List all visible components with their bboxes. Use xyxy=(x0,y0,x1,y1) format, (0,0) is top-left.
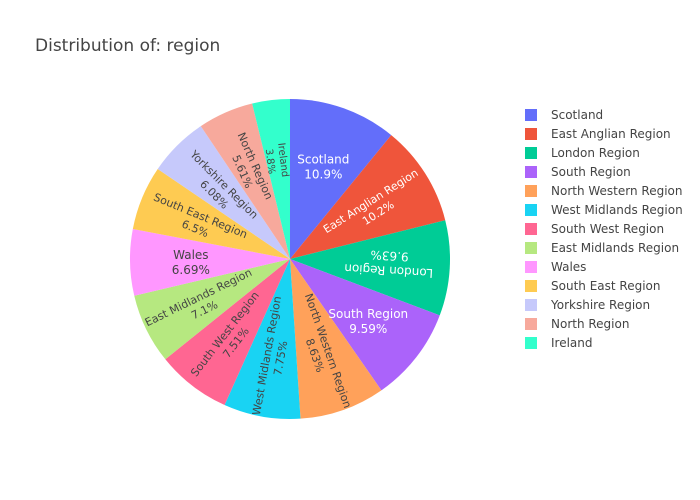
legend: Scotland East Anglian Region London Region… xyxy=(525,108,683,350)
legend-label: North Western Region xyxy=(551,184,682,198)
slice-label-name: Scotland xyxy=(297,153,349,167)
legend-item-south-west-region[interactable]: South West Region xyxy=(525,222,664,236)
slice-label-name: South Region xyxy=(328,307,408,321)
legend-label: Scotland xyxy=(551,108,603,122)
legend-swatch xyxy=(525,185,537,197)
legend-item-scotland[interactable]: Scotland xyxy=(525,108,603,122)
legend-swatch xyxy=(525,318,537,330)
pie-slice-north-region[interactable] xyxy=(200,103,290,259)
legend-item-ireland[interactable]: Ireland xyxy=(525,336,593,350)
slice-label-percent: 10.9% xyxy=(304,168,342,182)
pie-slice-south-region[interactable] xyxy=(290,259,440,391)
pie-slice-south-west-region[interactable] xyxy=(165,259,290,406)
slice-label-name: Ireland xyxy=(275,142,290,178)
legend-label: Yorkshire Region xyxy=(550,298,650,312)
legend-item-east-midlands-region[interactable]: East Midlands Region xyxy=(525,241,679,255)
pie-slice-north-western-region[interactable] xyxy=(290,259,382,419)
legend-item-north-region[interactable]: North Region xyxy=(525,317,629,331)
legend-label: South Region xyxy=(551,165,631,179)
legend-item-north-western-region[interactable]: North Western Region xyxy=(525,184,682,198)
pie-slice-london-region[interactable] xyxy=(290,220,450,316)
legend-label: London Region xyxy=(551,146,640,160)
legend-label: South West Region xyxy=(551,222,664,236)
pie-slice-east-anglian-region[interactable] xyxy=(290,135,446,259)
slice-label-percent: 7.75% xyxy=(271,340,290,377)
legend-swatch xyxy=(525,204,537,216)
legend-swatch xyxy=(525,337,537,349)
pie-slice-ireland[interactable] xyxy=(252,99,290,259)
legend-swatch xyxy=(525,128,537,140)
legend-swatch xyxy=(525,261,537,273)
legend-item-london-region[interactable]: London Region xyxy=(525,146,640,160)
slice-label-name: London Region xyxy=(344,261,434,280)
slice-label-name: Wales xyxy=(173,248,208,262)
legend-swatch xyxy=(525,147,537,159)
legend-swatch xyxy=(525,299,537,311)
legend-swatch xyxy=(525,109,537,121)
pie-slices xyxy=(130,99,450,419)
legend-label: South East Region xyxy=(551,279,660,293)
slice-label-percent: 6.69% xyxy=(172,263,210,277)
pie-slice-yorkshire-region[interactable] xyxy=(157,126,290,259)
pie-slice-scotland[interactable] xyxy=(290,99,392,259)
legend-item-east-anglian-region[interactable]: East Anglian Region xyxy=(525,127,671,141)
legend-swatch xyxy=(525,280,537,292)
pie-slice-east-midlands-region[interactable] xyxy=(134,259,290,360)
legend-label: Ireland xyxy=(551,336,593,350)
slice-label-percent: 3.8% xyxy=(263,148,277,175)
legend-label: East Midlands Region xyxy=(551,241,679,255)
legend-label: North Region xyxy=(551,317,629,331)
legend-item-south-region[interactable]: South Region xyxy=(525,165,631,179)
legend-swatch xyxy=(525,223,537,235)
legend-label: Wales xyxy=(551,260,586,274)
pie-slice-west-midlands-region[interactable] xyxy=(224,259,301,419)
slice-label-percent: 9.59% xyxy=(349,322,387,336)
pie-slice-wales[interactable] xyxy=(130,228,290,296)
legend-item-yorkshire-region[interactable]: Yorkshire Region xyxy=(525,298,650,312)
legend-item-wales[interactable]: Wales xyxy=(525,260,586,274)
legend-label: West Midlands Region xyxy=(551,203,683,217)
legend-label: East Anglian Region xyxy=(551,127,671,141)
slice-label-percent: 9.63% xyxy=(370,248,409,264)
legend-item-west-midlands-region[interactable]: West Midlands Region xyxy=(525,203,683,217)
legend-item-south-east-region[interactable]: South East Region xyxy=(525,279,660,293)
pie-slice-south-east-region[interactable] xyxy=(132,168,290,259)
chart-title: Distribution of: region xyxy=(35,36,220,56)
legend-swatch xyxy=(525,166,537,178)
legend-swatch xyxy=(525,242,537,254)
